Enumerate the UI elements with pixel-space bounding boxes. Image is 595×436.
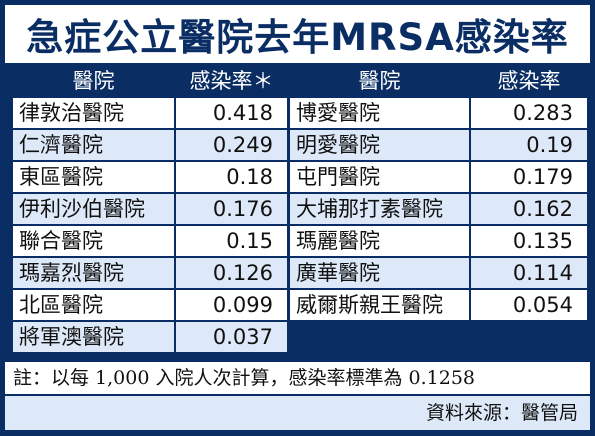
hospital-name-right: 博愛醫院: [290, 98, 469, 128]
source-credit: 資料來源：醫管局: [5, 396, 590, 430]
rate-value-left: 0.249: [176, 130, 287, 160]
title-bar: 急症公立醫院去年MRSA感染率: [5, 5, 590, 63]
rate-value-right: 0.162: [471, 194, 587, 224]
rate-value-right: 0.114: [471, 258, 587, 288]
hospital-name-left: 北區醫院: [13, 290, 174, 320]
table-header-row: 醫院 感染率＊ 醫院 感染率: [5, 66, 590, 98]
rate-value-left: 0.176: [176, 194, 287, 224]
rate-value-right: 0.054: [471, 290, 587, 320]
rate-value-right: 0.135: [471, 226, 587, 256]
table-row: 將軍澳醫院 0.037: [5, 322, 590, 354]
header-hospital-left: 醫院: [72, 69, 115, 93]
rate-value-left: 0.418: [176, 98, 287, 128]
rate-value-left: 0.15: [176, 226, 287, 256]
rate-value-left: 0.099: [176, 290, 287, 320]
table-row: 伊利沙伯醫院 0.176 大埔那打素醫院 0.162: [5, 194, 590, 226]
hospital-name-right: 明愛醫院: [290, 130, 469, 160]
table-row: 瑪嘉烈醫院 0.126 廣華醫院 0.114: [5, 258, 590, 290]
hospital-name-left: 律敦治醫院: [13, 98, 174, 128]
footnote: 註：以每 1,000 入院人次計算，感染率標準為 0.1258: [5, 362, 590, 394]
rate-value-right: 0.179: [471, 162, 587, 192]
header-rate-left: 感染率＊: [189, 69, 274, 93]
hospital-name-left: 東區醫院: [13, 162, 174, 192]
table-row: 仁濟醫院 0.249 明愛醫院 0.19: [5, 130, 590, 162]
rate-value-right: 0.283: [471, 98, 587, 128]
hospital-name-left: 聯合醫院: [13, 226, 174, 256]
table-row: 東區醫院 0.18 屯門醫院 0.179: [5, 162, 590, 194]
rate-value-right: 0.19: [471, 130, 587, 160]
header-rate-right: 感染率: [497, 69, 561, 93]
hospital-name-right: 威爾斯親王醫院: [290, 290, 469, 320]
hospital-name-right: 屯門醫院: [290, 162, 469, 192]
page-title: 急症公立醫院去年MRSA感染率: [26, 16, 569, 59]
table-row: 聯合醫院 0.15 瑪麗醫院 0.135: [5, 226, 590, 258]
hospital-name-left: 伊利沙伯醫院: [13, 194, 174, 224]
table-row: 北區醫院 0.099 威爾斯親王醫院 0.054: [5, 290, 590, 322]
hospital-name-right: 大埔那打素醫院: [290, 194, 469, 224]
header-hospital-right: 醫院: [358, 69, 401, 93]
hospital-name-left: 瑪嘉烈醫院: [13, 258, 174, 288]
rate-value-left: 0.037: [176, 322, 287, 352]
table-row: 律敦治醫院 0.418 博愛醫院 0.283: [5, 98, 590, 130]
hospital-name-right: 廣華醫院: [290, 258, 469, 288]
hospital-name-left: 將軍澳醫院: [13, 322, 174, 352]
rate-value-left: 0.18: [176, 162, 287, 192]
hospital-name-left: 仁濟醫院: [13, 130, 174, 160]
rate-value-left: 0.126: [176, 258, 287, 288]
hospital-name-right: 瑪麗醫院: [290, 226, 469, 256]
